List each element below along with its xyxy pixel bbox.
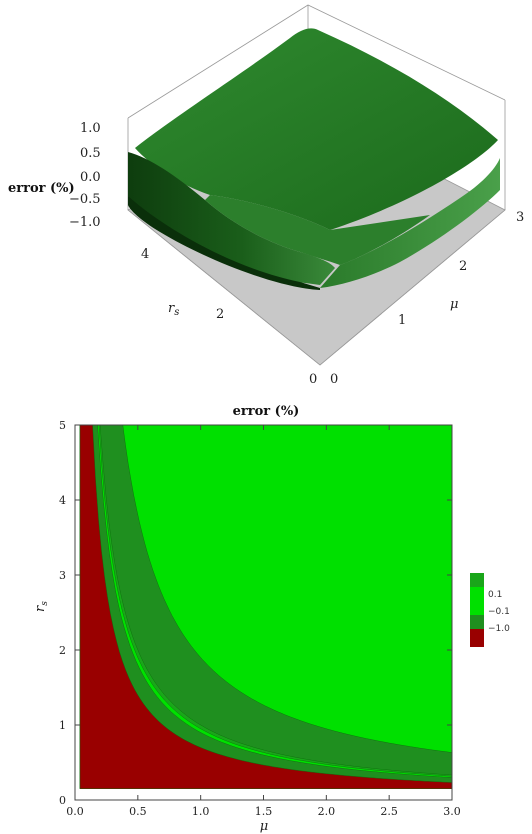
y-tick-label: 5 [59, 419, 66, 432]
x-tick-label: 3.0 [443, 805, 461, 818]
surface-3d-plot: 1.0 0.5 0.0 −0.5 −1.0 error (%) 4 2 0 rs… [8, 4, 524, 387]
x-tick-label: 2.0 [318, 805, 336, 818]
mu-tick-3: 3 [516, 210, 524, 225]
legend-label-1: 0.1 [488, 590, 502, 600]
x-tick-label: 2.5 [380, 805, 398, 818]
x-ticks: 0.0 0.5 1.0 1.5 2.0 2.5 3.0 [66, 425, 461, 818]
z-tick-4: −0.5 [69, 192, 101, 207]
mu-tick-2: 2 [459, 259, 467, 274]
contour-region-lower [79, 424, 453, 789]
z-tick-1: 1.0 [80, 121, 101, 136]
y-ticks: 0 1 2 3 4 5 [59, 419, 452, 807]
z-axis: 1.0 0.5 0.0 −0.5 −1.0 error (%) [8, 121, 101, 230]
mu-tick-1: 1 [398, 313, 406, 328]
mu-axis-3d: 0 1 2 3 μ [330, 210, 524, 387]
mu-tick-0: 0 [330, 372, 338, 387]
rs-axis-3d: 4 2 0 rs [141, 247, 317, 387]
z-tick-3: 0.0 [80, 170, 101, 185]
y-tick-label: 4 [59, 494, 66, 507]
z-tick-5: −1.0 [69, 215, 101, 230]
mu-axis-label-3d: μ [450, 297, 458, 312]
x-tick-label: 1.0 [192, 805, 210, 818]
contour-regions [79, 424, 453, 789]
contour-title: error (%) [233, 404, 300, 419]
legend-swatch-3 [470, 601, 484, 615]
rs-tick-2: 2 [216, 307, 224, 322]
rs-axis-label-3d: rs [168, 301, 179, 318]
contour-legend: 0.1 −0.1 −1.0 [470, 573, 510, 647]
y-axis-label: rs [33, 601, 50, 612]
legend-swatch-4 [470, 615, 484, 629]
x-tick-label: 1.5 [255, 805, 273, 818]
error-surface [128, 28, 500, 290]
contour-region-band-outer [79, 424, 453, 789]
z-axis-label: error (%) [8, 181, 75, 196]
y-tick-label: 1 [59, 719, 66, 732]
y-tick-label: 2 [59, 644, 66, 657]
x-tick-label: 0.5 [129, 805, 147, 818]
z-tick-2: 0.5 [80, 146, 101, 161]
legend-swatch-1 [470, 573, 484, 587]
y-tick-label: 0 [59, 794, 66, 807]
rs-tick-0: 0 [309, 372, 317, 387]
x-axis-label: μ [260, 819, 268, 834]
legend-swatch-5 [470, 629, 484, 647]
legend-label-2: −0.1 [488, 607, 510, 617]
x-tick-label: 0.0 [66, 805, 84, 818]
y-tick-label: 3 [59, 569, 66, 582]
contour-plot: error (%) 0.0 0.5 1.0 1.5 2.0 2.5 3.0 0 1 2 3 4 5 μ… [33, 404, 510, 834]
legend-label-3: −1.0 [488, 624, 510, 634]
legend-swatch-2 [470, 587, 484, 601]
rs-tick-4: 4 [141, 247, 149, 262]
